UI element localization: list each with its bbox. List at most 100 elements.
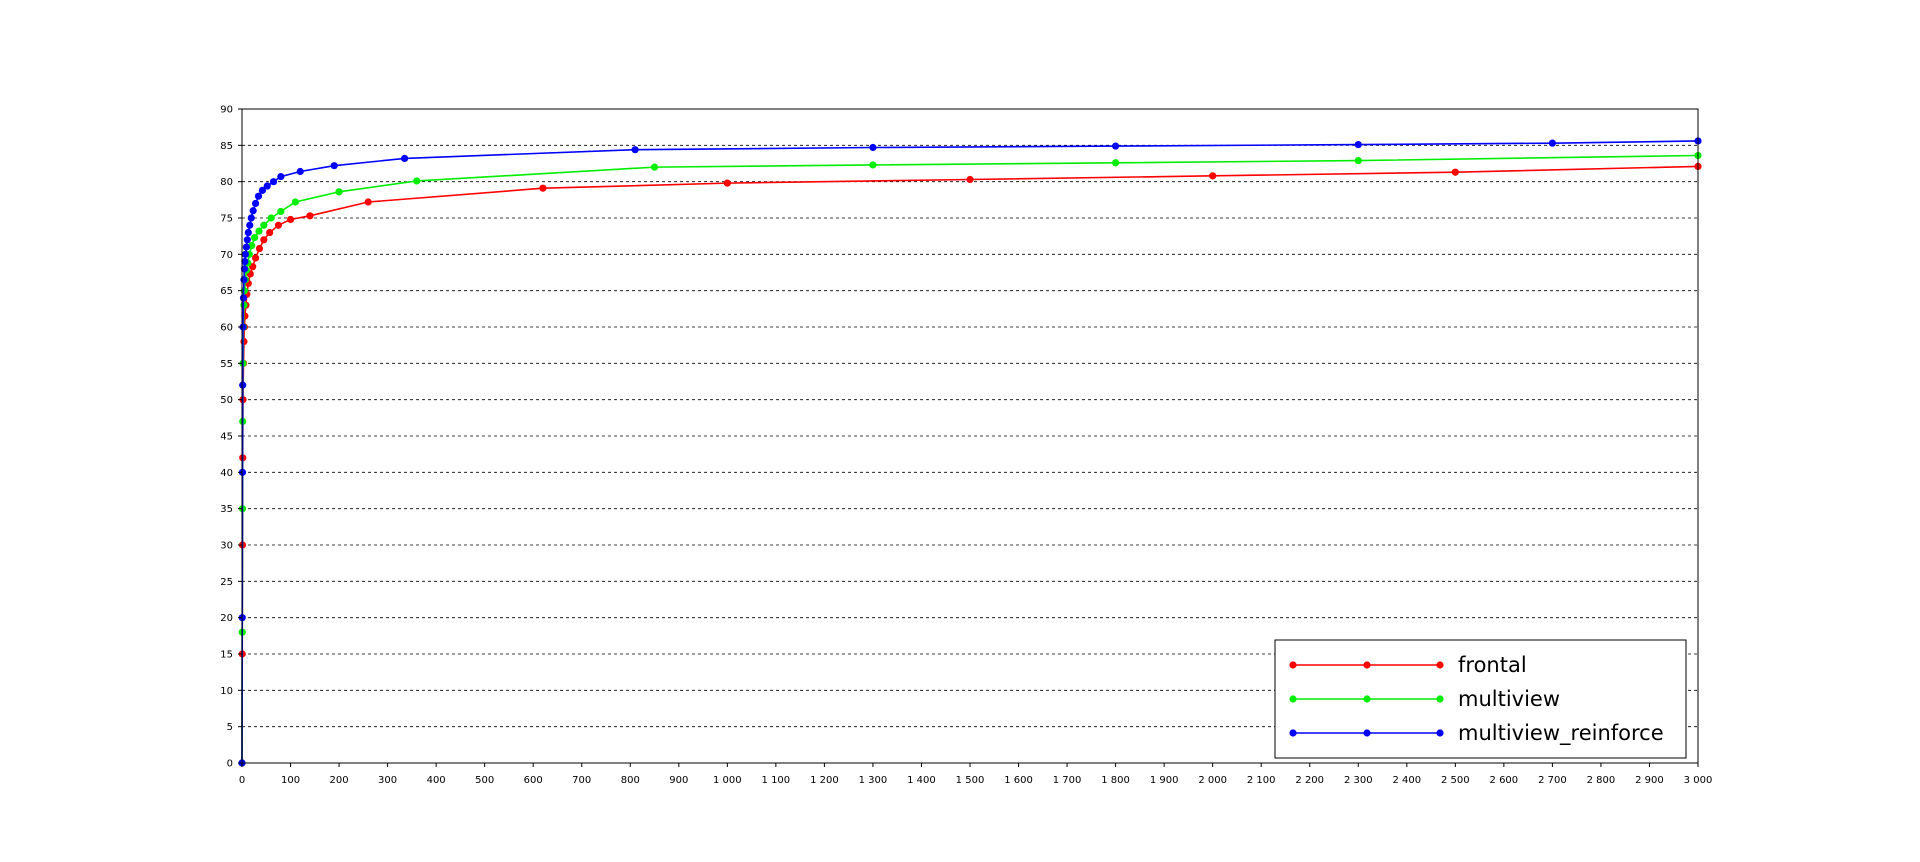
- legend-marker-frontal-1: [1363, 661, 1371, 669]
- x-tick-label: 2 900: [1635, 775, 1664, 786]
- point-multiview-22: [869, 161, 877, 169]
- x-tick-label: 800: [621, 775, 640, 786]
- x-tick-label: 200: [330, 775, 349, 786]
- point-multiview_reinforce-5: [239, 294, 248, 302]
- x-tick-label: 1 900: [1150, 775, 1179, 786]
- legend-marker-frontal-0: [1289, 661, 1297, 669]
- x-tick-label: 1 000: [713, 775, 742, 786]
- y-tick-label: 0: [227, 759, 233, 770]
- legend-marker-multiview_reinforce-0: [1289, 729, 1297, 737]
- point-multiview_reinforce-8: [241, 258, 249, 266]
- x-tick-label: 2 300: [1344, 775, 1373, 786]
- point-frontal-19: [286, 215, 295, 224]
- x-tick-label: 500: [475, 775, 494, 786]
- point-multiview-16: [267, 214, 275, 222]
- point-multiview-21: [650, 163, 659, 171]
- point-frontal-17: [266, 228, 274, 237]
- y-tick-label: 70: [220, 250, 233, 261]
- x-tick-label: 2 700: [1538, 775, 1567, 786]
- point-multiview_reinforce-12: [244, 228, 252, 237]
- x-tick-label: 0: [239, 775, 245, 786]
- x-tick-label: 1 400: [907, 775, 936, 786]
- x-tick-label: 400: [427, 775, 446, 786]
- x-tick-label: 300: [378, 775, 397, 786]
- x-tick-label: 1 100: [762, 775, 791, 786]
- point-multiview_reinforce-13: [246, 221, 254, 229]
- point-multiview-24: [1354, 156, 1362, 165]
- series-layer: [238, 137, 1702, 767]
- y-tick-label: 20: [220, 613, 233, 624]
- point-multiview_reinforce-20: [269, 178, 278, 186]
- y-tick-label: 15: [220, 650, 233, 661]
- y-tick-label: 90: [220, 105, 233, 116]
- point-multiview_reinforce-25: [631, 146, 639, 154]
- y-tick-label: 50: [220, 395, 233, 406]
- point-multiview_reinforce-7: [240, 265, 249, 273]
- y-tick-label: 60: [220, 323, 233, 334]
- y-tick-label: 45: [220, 432, 233, 443]
- legend-marker-multiview_reinforce-1: [1363, 729, 1371, 737]
- point-multiview_reinforce-9: [241, 250, 249, 258]
- x-tick-label: 1 600: [1004, 775, 1033, 786]
- y-tick-label: 40: [220, 468, 233, 479]
- point-multiview-17: [277, 207, 285, 216]
- x-tick-label: 100: [281, 775, 300, 786]
- point-frontal-16: [260, 236, 268, 244]
- y-tick-label: 25: [220, 577, 233, 588]
- point-frontal-22: [539, 184, 547, 192]
- legend-marker-frontal-2: [1436, 661, 1444, 669]
- y-tick-label: 35: [220, 504, 233, 515]
- point-multiview_reinforce-22: [296, 167, 304, 176]
- legend-marker-multiview_reinforce-2: [1436, 729, 1444, 737]
- point-multiview_reinforce-24: [400, 154, 409, 163]
- point-multiview_reinforce-18: [258, 186, 266, 194]
- legend-label-multiview: multiview: [1458, 687, 1560, 711]
- y-tick-label: 85: [220, 141, 233, 152]
- point-frontal-20: [306, 212, 314, 220]
- point-frontal-14: [251, 254, 260, 262]
- point-multiview_reinforce-23: [330, 162, 338, 170]
- x-tick-label: 1 300: [859, 775, 888, 786]
- x-tick-label: 2 800: [1587, 775, 1616, 786]
- x-tick-label: 1 800: [1101, 775, 1130, 786]
- point-multiview_reinforce-21: [277, 172, 285, 181]
- point-multiview-18: [291, 198, 299, 206]
- point-multiview_reinforce-19: [263, 182, 271, 190]
- point-multiview_reinforce-26: [869, 143, 877, 152]
- legend-marker-multiview-2: [1436, 695, 1444, 703]
- y-tick-label: 55: [220, 359, 233, 370]
- legend: frontal multiview multiview_reinforce: [1274, 639, 1687, 759]
- x-tick-label: 700: [572, 775, 591, 786]
- x-tick-label: 3 000: [1684, 775, 1713, 786]
- x-tick-label: 2 000: [1198, 775, 1227, 786]
- point-multiview_reinforce-28: [1354, 141, 1362, 149]
- point-multiview_reinforce-4: [239, 323, 247, 331]
- point-frontal-21: [364, 198, 372, 206]
- y-tick-label: 30: [220, 541, 233, 552]
- point-multiview_reinforce-6: [240, 276, 248, 284]
- legend-label-multiview_reinforce: multiview_reinforce: [1458, 721, 1664, 746]
- x-tick-label: 900: [669, 775, 688, 786]
- x-tick-label: 2 200: [1295, 775, 1324, 786]
- point-multiview_reinforce-11: [243, 236, 251, 244]
- grid-lines: [242, 108, 1698, 728]
- x-tick-label: 2 500: [1441, 775, 1470, 786]
- point-frontal-23: [723, 179, 731, 187]
- point-multiview_reinforce-17: [254, 192, 263, 200]
- y-tick-label: 80: [220, 177, 233, 188]
- y-tick-label: 5: [227, 722, 233, 733]
- y-tick-label: 75: [220, 214, 233, 225]
- x-tick-label: 1 200: [810, 775, 839, 786]
- point-multiview-15: [260, 221, 268, 229]
- legend-label-frontal: frontal: [1458, 653, 1527, 677]
- point-multiview-20: [413, 177, 421, 185]
- point-frontal-15: [255, 244, 264, 253]
- point-multiview-23: [1112, 159, 1120, 167]
- point-frontal-25: [1209, 172, 1217, 180]
- point-multiview-14: [255, 227, 263, 235]
- point-multiview_reinforce-14: [247, 214, 255, 222]
- x-tick-label: 1 700: [1053, 775, 1082, 786]
- y-tick-label: 10: [220, 686, 233, 697]
